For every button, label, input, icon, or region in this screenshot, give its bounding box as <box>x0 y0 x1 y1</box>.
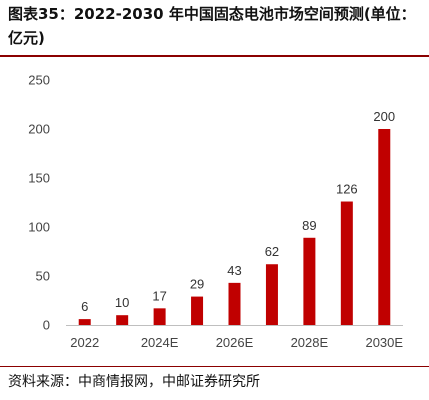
data-label-2026E: 43 <box>227 263 241 278</box>
data-label-2024E: 17 <box>152 288 166 303</box>
data-label-2029E: 126 <box>336 182 358 197</box>
data-labels: 6 10 17 29 43 62 89 126 200 <box>81 109 395 314</box>
bar-2030E <box>378 129 391 325</box>
bar-2022 <box>78 319 91 325</box>
y-tick-label: 200 <box>28 122 50 137</box>
y-axis-labels: 0 50 100 150 200 250 <box>28 73 50 333</box>
x-tick-label: 2030E <box>365 335 403 350</box>
title-divider <box>0 55 429 57</box>
data-label-2025E: 29 <box>190 277 204 292</box>
bars <box>78 129 391 325</box>
y-tick-label: 250 <box>28 73 50 88</box>
y-tick-label: 100 <box>28 220 50 235</box>
bar-2029E <box>340 201 353 325</box>
bar-2026E <box>228 282 241 325</box>
bar-2028E <box>303 237 316 325</box>
bar-2027E <box>265 264 278 325</box>
data-label-2027E: 62 <box>265 244 279 259</box>
data-label-2023: 10 <box>115 295 129 310</box>
data-label-2030E: 200 <box>373 109 395 124</box>
source-note: 资料来源：中商情报网，中邮证券研究所 <box>8 374 260 390</box>
x-tick-label: 2028E <box>291 335 329 350</box>
bar-2023 <box>116 315 129 325</box>
x-axis-labels: 2022 2024E 2026E 2028E 2030E <box>70 335 403 350</box>
x-tick-label: 2022 <box>70 335 99 350</box>
y-tick-label: 150 <box>28 171 50 186</box>
bar-2024E <box>153 308 166 325</box>
bar-2025E <box>191 296 204 325</box>
chart-title: 图表35：2022-2030 年中国固态电池市场空间预测(单位：亿元) <box>8 5 416 47</box>
y-tick-label: 0 <box>43 318 50 333</box>
data-label-2022: 6 <box>81 299 88 314</box>
footer-divider <box>0 366 429 367</box>
x-tick-label: 2026E <box>216 335 254 350</box>
y-tick-label: 50 <box>36 269 50 284</box>
bar-chart: 0 50 100 150 200 250 6 10 17 29 43 62 89 126 200 2022… <box>28 73 403 351</box>
x-tick-label: 2024E <box>141 335 179 350</box>
data-label-2028E: 89 <box>302 218 316 233</box>
